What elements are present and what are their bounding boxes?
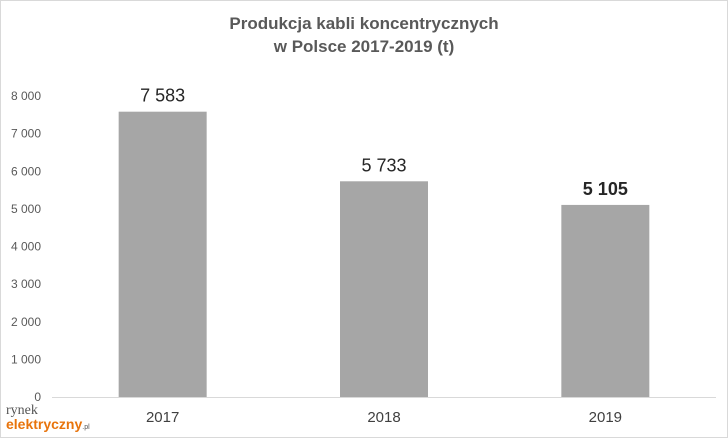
site-logo: rynek elektryczny.pl — [6, 403, 90, 432]
y-tick-label: 3 000 — [11, 277, 41, 291]
bars — [118, 111, 650, 397]
logo-text-bottom: elektryczny.pl — [6, 417, 90, 431]
chart-title-line-1: Produkcja kabli koncentrycznych — [229, 14, 498, 33]
y-tick-label: 4 000 — [11, 240, 41, 254]
chart-title-line-2: w Polsce 2017-2019 (t) — [273, 37, 454, 56]
data-label-2018: 5 733 — [361, 155, 406, 175]
y-tick-label: 7 000 — [11, 127, 41, 141]
data-label-2019: 5 105 — [583, 179, 628, 199]
bar-2018 — [340, 181, 428, 397]
x-tick-label: 2018 — [367, 409, 400, 426]
y-tick-label: 5 000 — [11, 202, 41, 216]
y-tick-label: 0 — [34, 390, 41, 404]
x-tick-label: 2017 — [146, 409, 179, 426]
logo-text-suffix: .pl — [82, 424, 90, 431]
y-tick-label: 8 000 — [11, 89, 41, 103]
bar-2017 — [118, 111, 207, 397]
y-tick-label: 6 000 — [11, 164, 41, 178]
x-tick-label: 2019 — [589, 409, 622, 426]
y-tick-label: 1 000 — [11, 352, 41, 366]
logo-text-top: rynek — [6, 403, 38, 418]
data-label-2017: 7 583 — [140, 86, 185, 106]
data-labels: 7 583 5 733 5 105 — [140, 86, 628, 199]
y-tick-label: 2 000 — [11, 315, 41, 329]
logo-text-main: elektryczny — [6, 416, 83, 432]
y-axis-tick-labels: 0 1 000 2 000 3 000 4 000 5 000 6 000 7 000 8 00… — [11, 89, 41, 404]
bar-2019 — [561, 204, 650, 397]
x-axis-tick-labels: 2017 2018 2019 — [146, 409, 622, 426]
